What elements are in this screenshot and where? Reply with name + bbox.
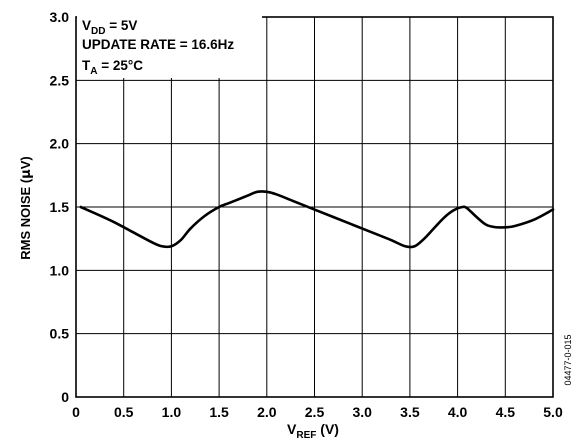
y-tick-label: 2.5	[50, 72, 70, 88]
series-line	[79, 190, 555, 249]
y-tick-label: 0	[61, 389, 69, 405]
annotation-background	[77, 12, 262, 78]
y-tick-label: 3.0	[50, 9, 70, 25]
y-axis-label-pre: RMS NOISE (	[18, 178, 33, 260]
x-tick-label: 3.0	[352, 404, 372, 420]
plot-frame	[75, 16, 554, 398]
annotation-ta-main: T	[82, 58, 91, 73]
x-axis-label-sub: REF	[296, 430, 316, 440]
x-tick-label: 1.5	[209, 404, 229, 420]
x-tick-label: 0	[72, 404, 80, 420]
x-tick-label: 5.0	[543, 404, 563, 420]
annotation-vdd-main: V	[82, 18, 91, 33]
annotation-vdd-sub: DD	[91, 26, 105, 37]
grid	[76, 17, 553, 397]
x-tick-label: 4.5	[496, 404, 516, 420]
x-axis-label-main: V	[287, 421, 297, 437]
x-tick-labels: 0 0.5 1.0 1.5 2.0 2.5 3.0 3.5 4.0 4.5 5.0	[72, 404, 563, 420]
x-tick-label: 2.0	[257, 404, 277, 420]
annotation-ta-rest: = 25°C	[97, 58, 143, 73]
y-axis-label-post: V)	[18, 156, 33, 169]
figure-code: 04477-0-015	[563, 334, 573, 385]
y-tick-label: 0.5	[50, 326, 70, 342]
annotation-update-rate: UPDATE RATE = 16.6Hz	[82, 37, 234, 52]
y-tick-label: 1.0	[50, 262, 70, 278]
y-tick-labels: 0 0.5 1.0 1.5 2.0 2.5 3.0	[50, 9, 70, 405]
x-tick-label: 0.5	[114, 404, 134, 420]
y-tick-label: 2.0	[50, 136, 70, 152]
x-axis-label-unit: (V)	[316, 421, 339, 437]
y-tick-label: 1.5	[50, 199, 70, 215]
annotation-ta: TA = 25°C	[82, 58, 143, 77]
annotation-vdd-rest: = 5V	[105, 18, 137, 33]
x-tick-label: 3.5	[400, 404, 420, 420]
y-axis-label: RMS NOISE (µV)	[18, 156, 34, 259]
x-tick-label: 2.5	[305, 404, 325, 420]
x-tick-label: 4.0	[448, 404, 468, 420]
annotation-vdd: VDD = 5V	[82, 18, 137, 37]
annotation-ta-sub: A	[90, 66, 97, 77]
x-axis-label: VREF (V)	[287, 421, 339, 440]
y-axis-label-mu: µ	[19, 169, 34, 179]
x-tick-label: 1.0	[162, 404, 182, 420]
